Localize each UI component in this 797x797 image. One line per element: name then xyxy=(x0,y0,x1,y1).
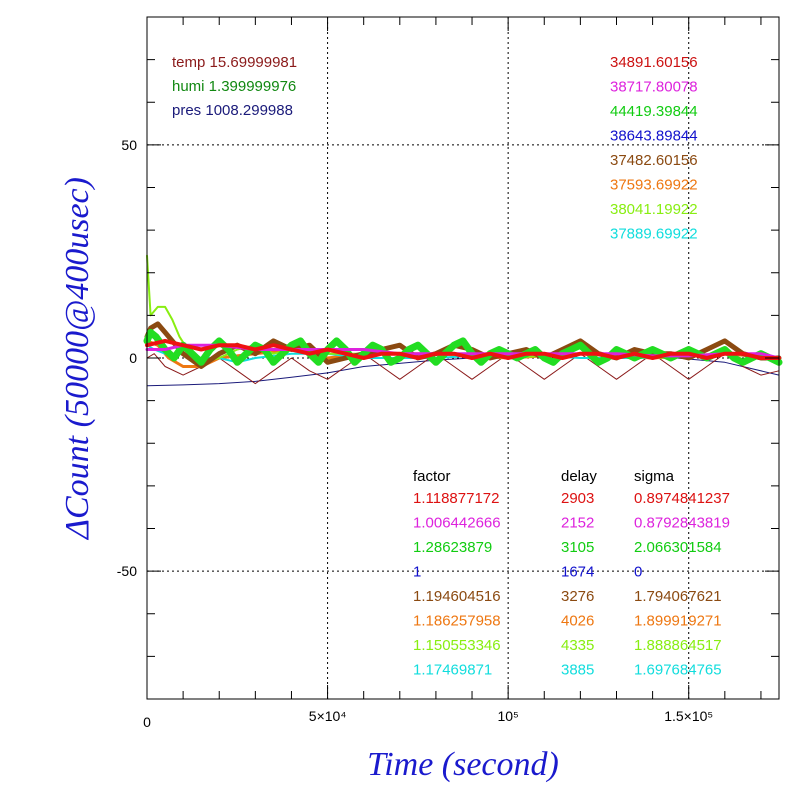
x-axis-title: Time (second) xyxy=(367,746,559,783)
delay-value: 3885 xyxy=(561,662,594,679)
factor-value: 1.28623879 xyxy=(413,539,492,556)
delay-value: 4026 xyxy=(561,613,594,630)
x-tick-label: 5×10⁴ xyxy=(309,708,347,724)
env-label: humi 1.399999976 xyxy=(172,78,296,95)
factor-value: 1.186257958 xyxy=(413,613,501,630)
axis-ticks xyxy=(147,17,779,699)
sigma-value: 1.888864517 xyxy=(634,637,722,654)
y-tick-label: 0 xyxy=(129,350,137,366)
total-value: 34891.60156 xyxy=(610,54,698,71)
factor-value: 1.118877172 xyxy=(413,490,499,507)
env-value: 15.69999981 xyxy=(205,54,297,71)
y-tick-label: 50 xyxy=(121,137,137,153)
sigma-value: 0 xyxy=(634,564,642,581)
fit-table: factor delay sigma 1.118877172 2903 0.8974841… xyxy=(413,468,730,679)
total-value: 37889.69922 xyxy=(610,226,698,243)
total-value: 44419.39844 xyxy=(610,103,698,120)
factor-value: 1.150553346 xyxy=(413,637,501,654)
sigma-value: 0.8792843819 xyxy=(634,515,730,532)
y-tick-label: -50 xyxy=(117,563,137,579)
sigma-value: 1.794067621 xyxy=(634,588,722,605)
delay-value: 1674 xyxy=(561,564,594,581)
factor-value: 1.006442666 xyxy=(413,515,501,532)
x-tick-label: 0 xyxy=(143,714,151,730)
env-name: humi xyxy=(172,78,205,95)
delay-header: delay xyxy=(561,468,597,485)
series-line xyxy=(145,338,781,360)
totals-annotations: 34891.60156 38717.80078 44419.39844 38643.8… xyxy=(610,54,698,243)
delay-value: 2903 xyxy=(561,490,594,507)
sigma-header: sigma xyxy=(634,468,675,485)
factor-value: 1.17469871 xyxy=(413,662,492,679)
delay-value: 3105 xyxy=(561,539,594,556)
delay-value: 2152 xyxy=(561,515,594,532)
x-tick-label: 10⁵ xyxy=(497,708,518,724)
y-axis-title: ΔCount (50000@400usec) xyxy=(59,177,96,541)
factor-value: 1.194604516 xyxy=(413,588,501,605)
total-value: 37593.69922 xyxy=(610,177,698,194)
series-lines xyxy=(143,254,783,387)
sigma-value: 0.8974841237 xyxy=(634,490,730,507)
total-value: 38041.19922 xyxy=(610,201,698,218)
x-tick-label: 1.5×10⁵ xyxy=(664,708,713,724)
delay-value: 3276 xyxy=(561,588,594,605)
sigma-value: 2.066301584 xyxy=(634,539,722,556)
env-name: temp xyxy=(172,54,205,71)
factor-value: 1 xyxy=(413,564,421,581)
env-name: pres xyxy=(172,102,201,119)
sigma-value: 1.899919271 xyxy=(634,613,722,630)
factor-header: factor xyxy=(413,468,451,485)
env-label: temp 15.69999981 xyxy=(172,54,297,71)
env-value: 1008.299988 xyxy=(201,102,293,119)
delay-value: 4335 xyxy=(561,637,594,654)
tick-labels: 0 5×10⁴ 10⁵ 1.5×10⁵ 50 0 -50 xyxy=(117,137,713,730)
env-value: 1.399999976 xyxy=(205,78,297,95)
total-value: 38643.89844 xyxy=(610,128,698,145)
sigma-value: 1.697684765 xyxy=(634,662,722,679)
env-label: pres 1008.299988 xyxy=(172,102,293,119)
total-value: 37482.60156 xyxy=(610,152,698,169)
series-line xyxy=(146,353,780,385)
total-value: 38717.80078 xyxy=(610,79,698,96)
